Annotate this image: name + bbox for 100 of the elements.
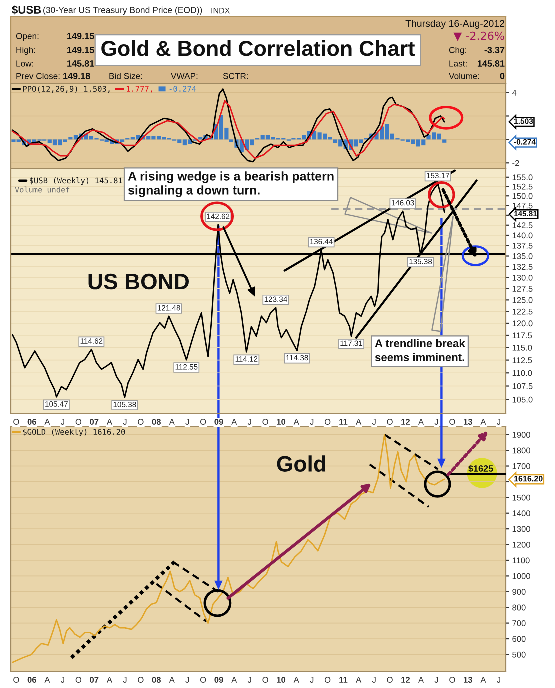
x-tick-label: A: [294, 677, 300, 683]
x-tick-label: 07: [90, 677, 99, 683]
x-tick-label: J: [310, 677, 314, 683]
x-tick-label: 06: [28, 677, 36, 683]
x-tick-label: O: [450, 419, 456, 425]
text: 149.15: [68, 47, 94, 54]
y-tick-label: -2: [512, 160, 520, 166]
text: SCTR:: [223, 73, 248, 80]
text: INDX: [212, 8, 230, 14]
x-tick-label: O: [76, 419, 82, 425]
y-tick-label: 700: [512, 620, 526, 626]
y-tick-label: 117.5: [512, 332, 532, 339]
x-tick-label: A: [418, 419, 424, 425]
text: Bid Size:: [110, 72, 142, 80]
y-tick-label: 155.0: [512, 174, 533, 181]
text: Last:: [450, 60, 467, 67]
x-tick-label: A: [232, 677, 238, 683]
y-tick-label: 110.0: [512, 370, 532, 376]
text: 0: [500, 73, 505, 80]
x-tick-label: 10: [277, 677, 286, 683]
text: 145.81: [68, 60, 94, 67]
x-tick-label: O: [324, 677, 331, 683]
y-tick-label: 1100: [512, 558, 530, 564]
x-tick-label: A: [232, 419, 238, 425]
x-tick-label: 08: [152, 677, 161, 683]
text: -3.37: [484, 47, 505, 54]
x-tick-label: 12: [402, 419, 410, 425]
y-tick-label: 1200: [512, 542, 530, 548]
annotation: A rising wedge is a bearish pattern signaling a down turn.: [128, 172, 334, 198]
y-tick-label: 152.5: [512, 184, 533, 190]
annotation: US BOND: [88, 274, 190, 290]
x-tick-label: A: [44, 419, 50, 425]
text: Gold & Bond Correlation Chart: [102, 40, 416, 56]
x-tick-label: J: [61, 419, 64, 425]
y-tick-label: 1300: [512, 526, 530, 532]
y-tick-label: 900: [512, 589, 526, 596]
x-tick-label: 11: [340, 677, 348, 683]
x-tick-label: A: [169, 677, 175, 683]
y-tick-label: 1900: [512, 432, 530, 438]
x-tick-label: J: [186, 419, 190, 425]
text: 149.18: [64, 73, 90, 80]
x-tick-label: 06: [28, 419, 36, 425]
y-tick-label: 132.5: [512, 264, 533, 270]
y-tick-label: 142.5: [512, 222, 533, 228]
y-tick-label: 107.5: [512, 383, 533, 390]
x-tick-label: A: [418, 677, 424, 683]
x-tick-label: 09: [214, 419, 224, 425]
text: 149.15: [68, 33, 94, 40]
x-tick-label: J: [497, 419, 500, 425]
y-tick-label: 4: [512, 90, 517, 96]
x-tick-label: 10: [277, 419, 286, 425]
x-tick-label: O: [138, 677, 144, 683]
y-tick-label: 1500: [512, 494, 530, 501]
x-tick-label: 07: [90, 419, 99, 425]
y-tick-label: 150.0: [512, 193, 533, 200]
annotation: $1625: [468, 465, 494, 473]
x-tick-label: A: [169, 419, 175, 425]
x-tick-label: 13: [464, 419, 472, 425]
x-tick-label: 08: [152, 419, 161, 425]
text: (30-Year US Treasury Bond Price (EOD)): [44, 6, 202, 16]
y-tick-label: 130.0: [512, 274, 533, 281]
x-tick-label: O: [14, 677, 20, 683]
x-tick-label: O: [76, 677, 82, 683]
annotation: A trendline break seems imminent.: [375, 339, 466, 362]
text: Open:: [16, 33, 39, 42]
x-tick-label: 11: [340, 419, 348, 425]
x-tick-label: O: [387, 419, 393, 425]
text: Thursday 16-Aug-2012: [406, 20, 505, 30]
text: 145.81: [478, 60, 505, 67]
y-tick-label: 1000: [512, 573, 530, 580]
x-tick-label: J: [310, 419, 314, 425]
x-tick-label: J: [123, 677, 127, 683]
x-tick-label: A: [480, 419, 486, 425]
x-tick-label: O: [262, 677, 268, 683]
x-tick-label: J: [372, 419, 376, 425]
text: High:: [16, 46, 36, 56]
x-tick-label: O: [200, 677, 206, 683]
x-tick-label: A: [356, 677, 362, 683]
x-tick-label: A: [106, 419, 112, 425]
x-tick-label: J: [497, 677, 500, 683]
y-tick-label: 500: [512, 652, 526, 658]
y-tick-label: 105.0: [512, 396, 533, 403]
x-tick-label: A: [106, 677, 112, 683]
text: Prev Close:: [16, 72, 60, 80]
y-tick-label: 127.5: [512, 286, 533, 292]
x-tick-label: J: [248, 419, 252, 425]
x-tick-label: A: [356, 419, 362, 425]
x-tick-label: O: [387, 677, 393, 683]
text: Low:: [16, 60, 34, 67]
text: $USB: [12, 6, 42, 15]
x-tick-label: O: [200, 419, 206, 425]
y-tick-label: 125.0: [512, 297, 533, 304]
text: Chg:: [449, 46, 466, 56]
y-tick-label: 137.5: [512, 242, 533, 249]
y-tick-label: 800: [512, 604, 526, 611]
x-tick-label: O: [262, 419, 268, 425]
x-tick-label: A: [44, 677, 50, 683]
y-tick-label: 115.0: [512, 344, 532, 351]
y-tick-label: 600: [512, 636, 526, 642]
x-tick-label: O: [138, 419, 144, 425]
